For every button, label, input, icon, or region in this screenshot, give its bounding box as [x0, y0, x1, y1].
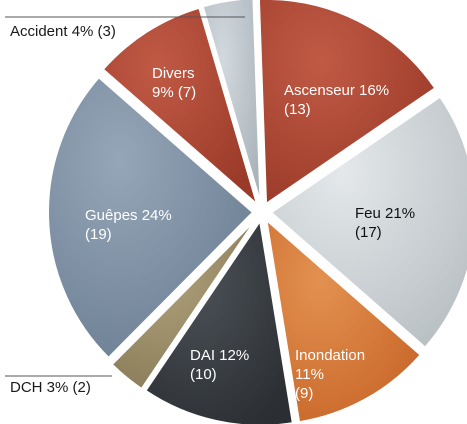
pie-slice-gupes	[47, 75, 255, 360]
slice-label-dch: DCH 3% (2)	[10, 379, 91, 396]
pie-slice-feu	[269, 95, 467, 349]
slice-label-inondation: Inondation 11% (9)	[295, 347, 365, 402]
slice-label-feu: Feu 21% (17)	[355, 205, 415, 241]
slice-label-dai: DAI 12% (10)	[190, 347, 249, 383]
slice-label-line: DAI 12%	[190, 347, 249, 364]
slice-label-line: (10)	[190, 366, 217, 383]
slice-label-line: (19)	[85, 226, 112, 243]
slice-label-line: Inondation	[295, 347, 365, 364]
slice-label-line: 11%	[295, 366, 324, 383]
slice-label-line: (13)	[284, 101, 311, 118]
slice-label-divers: Divers 9% (7)	[152, 65, 196, 101]
slice-label-accident: Accident 4% (3)	[10, 23, 116, 40]
slice-label-line: (9)	[295, 385, 313, 402]
pie-slice-dch	[110, 218, 258, 391]
pie-slice-inondation	[264, 217, 423, 424]
slice-label-gupes: Guêpes 24% (19)	[85, 207, 172, 243]
pie-slice-dai	[144, 218, 294, 424]
slice-label-ascenseur: Ascenseur 16% (13)	[284, 82, 389, 118]
slice-label-line: (17)	[355, 224, 382, 241]
pie-slice-divers	[101, 6, 260, 208]
slice-label-line: Feu 21%	[355, 205, 415, 222]
slice-label-line: Guêpes 24%	[85, 207, 172, 224]
pie-slice-accident	[201, 0, 262, 204]
slice-label-line: 9% (7)	[152, 84, 196, 101]
slice-label-line: Divers	[152, 65, 195, 82]
pie-slice-ascenseur	[257, 0, 437, 206]
slice-label-line: Ascenseur 16%	[284, 82, 389, 99]
